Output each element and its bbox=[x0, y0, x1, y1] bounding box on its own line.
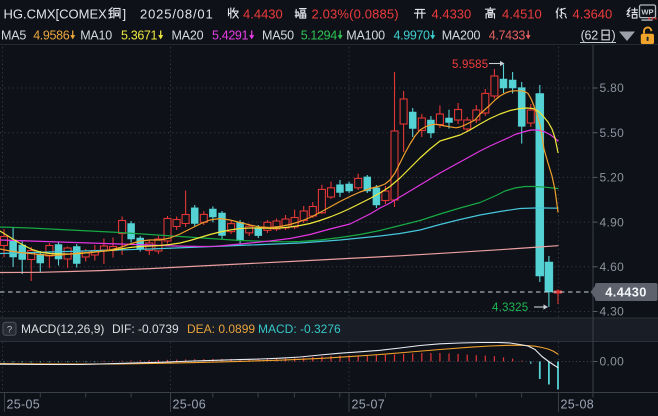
svg-text:5.4291: 5.4291 bbox=[212, 29, 249, 43]
svg-text:4.7433: 4.7433 bbox=[489, 29, 526, 43]
svg-text:25-05: 25-05 bbox=[7, 398, 40, 412]
svg-text:4.9970: 4.9970 bbox=[394, 29, 431, 43]
svg-text:0.00: 0.00 bbox=[600, 355, 625, 369]
svg-text:4.4430: 4.4430 bbox=[243, 7, 283, 22]
svg-text:MACD(12,26,9): MACD(12,26,9) bbox=[21, 322, 104, 336]
svg-text:5.9585: 5.9585 bbox=[452, 59, 488, 71]
svg-text:5.50: 5.50 bbox=[600, 126, 625, 140]
svg-text:5.80: 5.80 bbox=[600, 81, 625, 95]
svg-text:]: ] bbox=[123, 7, 127, 22]
svg-text:WP: WP bbox=[641, 8, 653, 17]
svg-text:5.3671: 5.3671 bbox=[121, 29, 158, 43]
svg-text:25-07: 25-07 bbox=[352, 398, 385, 412]
svg-text:4.90: 4.90 bbox=[600, 215, 625, 229]
svg-text:(62: (62 bbox=[581, 29, 599, 43]
svg-text:4.4510: 4.4510 bbox=[502, 7, 542, 22]
svg-text:MA20: MA20 bbox=[172, 29, 204, 43]
svg-text:MACD: -0.3276: MACD: -0.3276 bbox=[258, 322, 341, 336]
svg-text:5.20: 5.20 bbox=[600, 171, 625, 185]
svg-text:25-08: 25-08 bbox=[561, 398, 594, 412]
svg-text:MA5: MA5 bbox=[1, 29, 26, 43]
svg-text:4.60: 4.60 bbox=[600, 260, 625, 274]
svg-text:5.1294: 5.1294 bbox=[301, 29, 338, 43]
svg-text:25-06: 25-06 bbox=[173, 398, 206, 412]
svg-text:4.4330: 4.4330 bbox=[432, 7, 472, 22]
svg-text:DEA: 0.0899: DEA: 0.0899 bbox=[187, 322, 255, 336]
svg-text:2.03%(0.0885): 2.03%(0.0885) bbox=[312, 7, 399, 22]
svg-text:4.4430: 4.4430 bbox=[605, 285, 647, 300]
svg-text:MA100: MA100 bbox=[346, 29, 385, 43]
svg-text:HG.CMX[COMEX: HG.CMX[COMEX bbox=[4, 7, 108, 22]
svg-text:4.3640: 4.3640 bbox=[573, 7, 613, 22]
svg-text:4.30: 4.30 bbox=[600, 305, 625, 319]
svg-text:MA10: MA10 bbox=[80, 29, 112, 43]
svg-text:): ) bbox=[612, 29, 616, 43]
svg-text:2025/08/01: 2025/08/01 bbox=[140, 7, 214, 22]
svg-text:DIF: -0.0739: DIF: -0.0739 bbox=[112, 322, 179, 336]
svg-text:4.9586: 4.9586 bbox=[33, 29, 70, 43]
svg-text:?: ? bbox=[7, 324, 12, 335]
svg-text:4.3325: 4.3325 bbox=[492, 302, 528, 314]
svg-text:MA200: MA200 bbox=[442, 29, 481, 43]
svg-text:MA50: MA50 bbox=[262, 29, 294, 43]
